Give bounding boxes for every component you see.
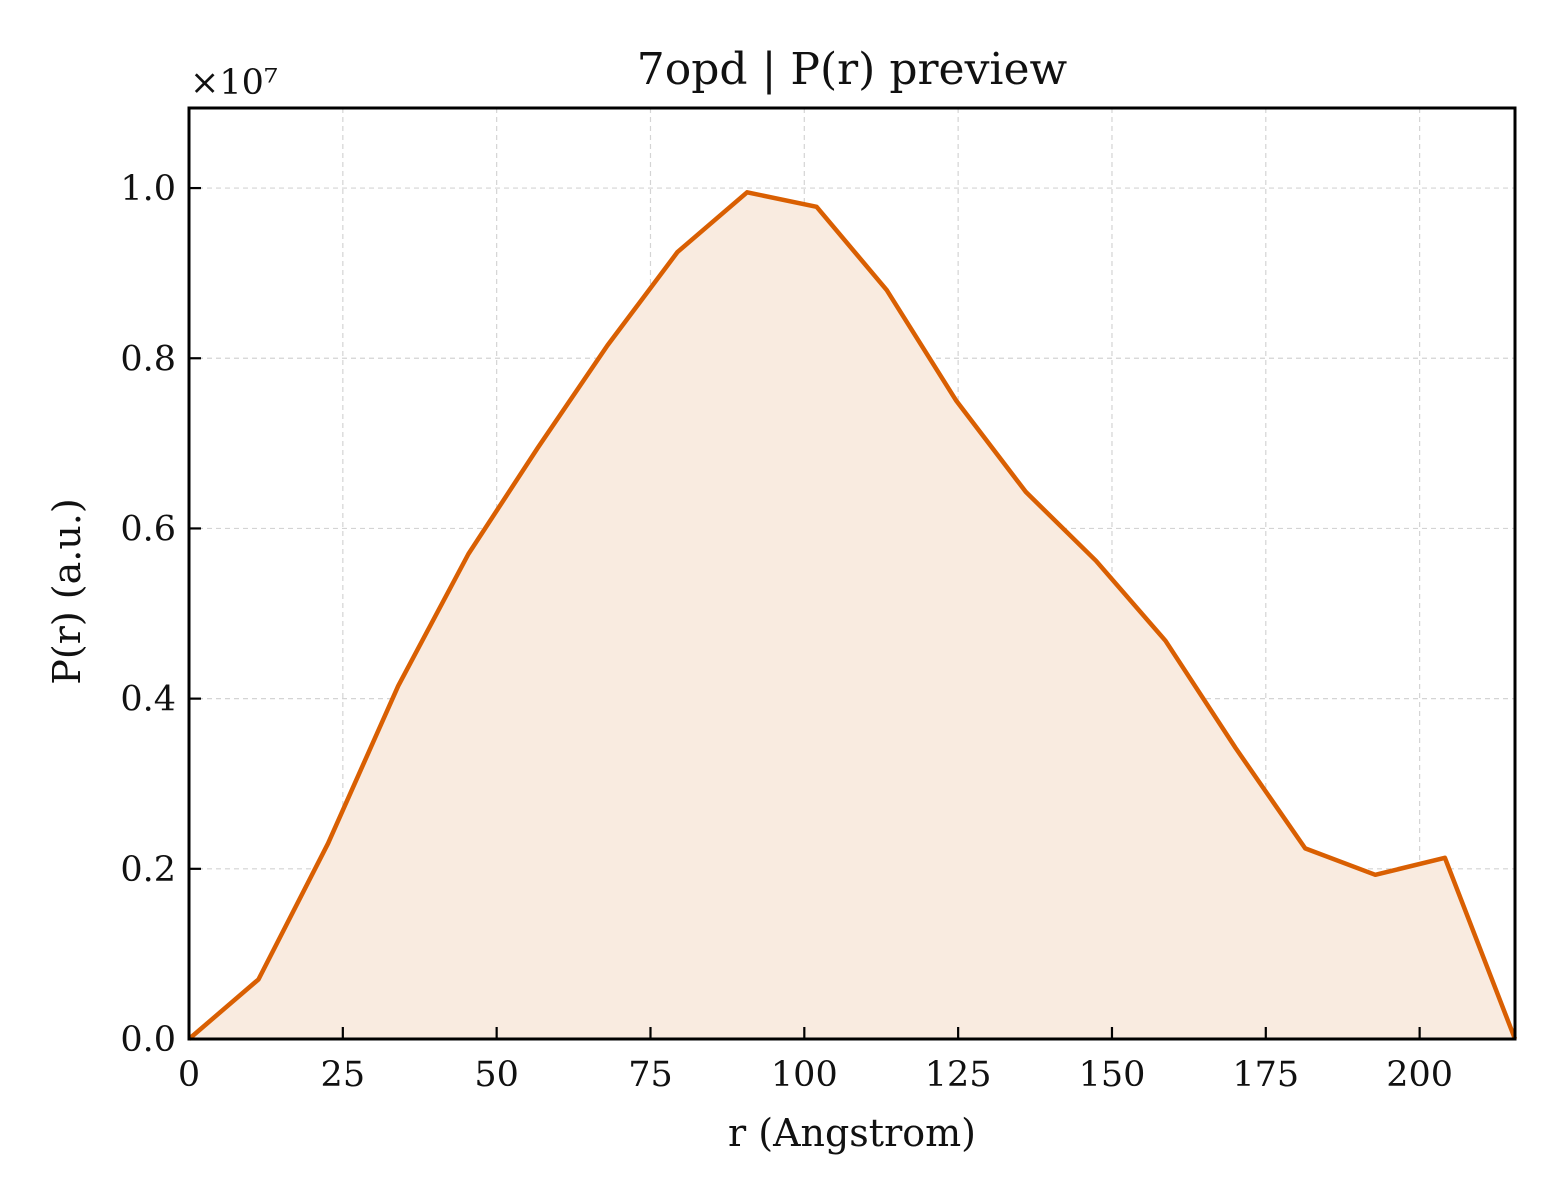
tick-label-layer: 0 25 50 75 100 125 150 175 200 0.0 0.2 0.4 0.6 0.8 1.0	[120, 169, 1453, 1095]
chart-title: 7opd | P(r) preview	[637, 44, 1068, 95]
x-tick-label: 50	[474, 1055, 519, 1095]
y-tick-label: 0.6	[120, 509, 176, 549]
x-tick-label: 25	[321, 1055, 366, 1095]
x-tick-label: 175	[1232, 1055, 1299, 1095]
y-axis-label: P(r) (a.u.)	[45, 498, 89, 684]
y-tick-label: 1.0	[120, 169, 176, 209]
y-tick-label: 0.4	[120, 680, 176, 720]
x-tick-label: 125	[925, 1055, 992, 1095]
x-tick-label: 150	[1079, 1055, 1146, 1095]
x-tick-label: 100	[771, 1055, 838, 1095]
x-axis-label: r (Angstrom)	[728, 1111, 976, 1155]
y-tick-label: 0.8	[120, 339, 176, 379]
y-tick-label: 0.0	[120, 1020, 176, 1060]
plot-frame	[187, 106, 1517, 1041]
pr-series-line	[187, 190, 1518, 1041]
y-tick-label: 0.2	[120, 850, 176, 890]
x-tick-label: 0	[178, 1055, 200, 1095]
x-tick-label: 200	[1386, 1055, 1453, 1095]
pr-area-fill	[189, 192, 1515, 1040]
y-scale-multiplier: ×10⁷	[190, 63, 278, 103]
x-tick-label: 75	[628, 1055, 673, 1095]
